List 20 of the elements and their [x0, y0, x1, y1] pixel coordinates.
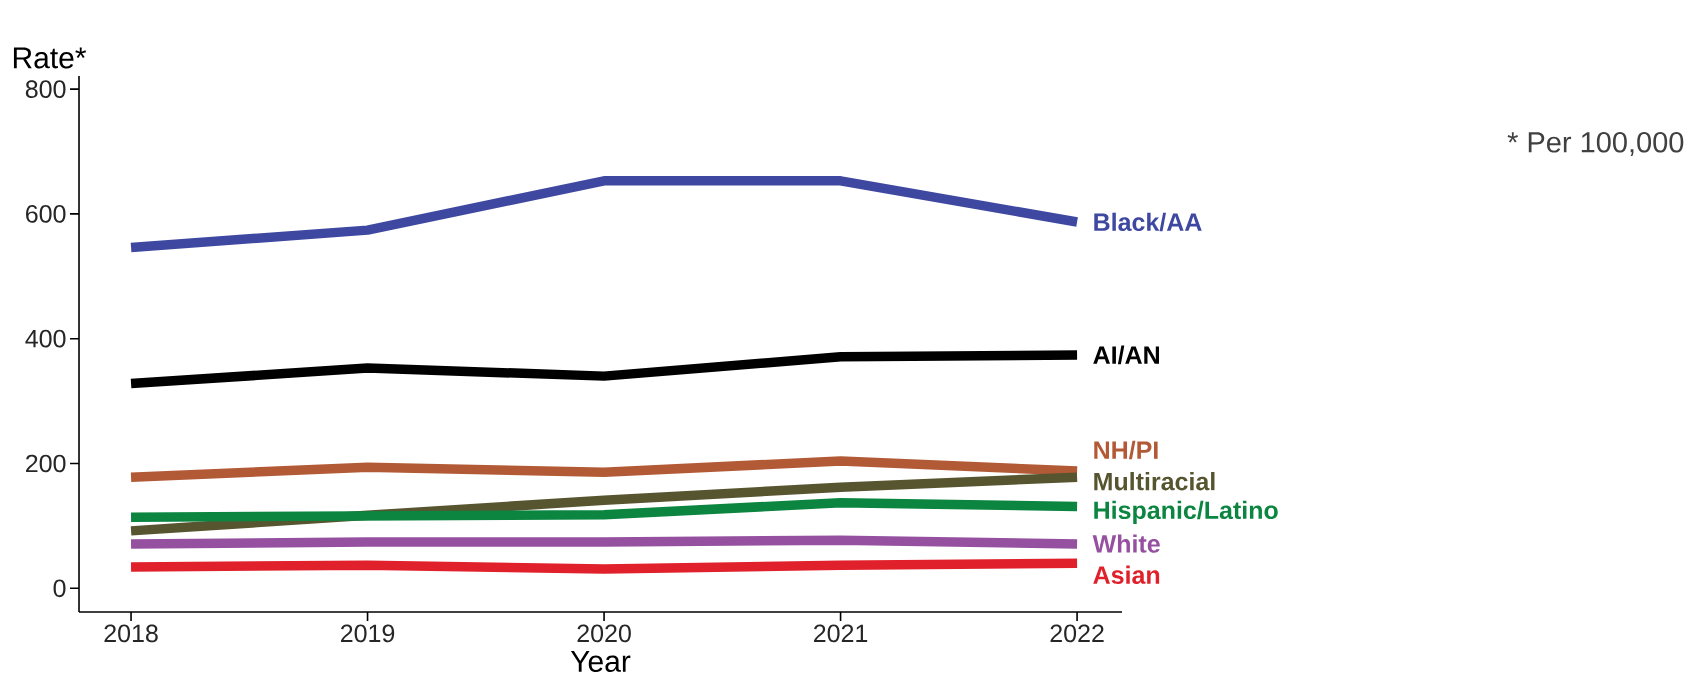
series-label: AI/AN	[1093, 345, 1159, 365]
x-tick-label: 2019	[341, 624, 395, 643]
series-label: Asian	[1093, 565, 1160, 584]
series-label: Black/AA	[1094, 212, 1202, 232]
y-tick-label: 600	[26, 205, 66, 223]
y-tick-label: 0	[53, 579, 66, 598]
x-tick-label: 2018	[104, 624, 158, 643]
series-label: NH/PI	[1094, 440, 1158, 460]
x-tick-label: 2021	[814, 624, 868, 643]
series-label: Multiracial	[1094, 472, 1215, 491]
x-tick-label: 2022	[1050, 624, 1104, 643]
x-axis-title: Year	[570, 651, 631, 673]
y-tick-label: 400	[25, 329, 66, 348]
series-label: Hispanic/Latino	[1094, 500, 1278, 525]
y-tick-label: 200	[26, 454, 66, 473]
series-label: White	[1092, 534, 1160, 553]
text: * Per 100,000	[1507, 132, 1684, 156]
y-axis-title: Rate*	[13, 47, 87, 69]
y-tick-label: 800	[25, 80, 66, 98]
x-tick-label: 2020	[577, 624, 631, 643]
